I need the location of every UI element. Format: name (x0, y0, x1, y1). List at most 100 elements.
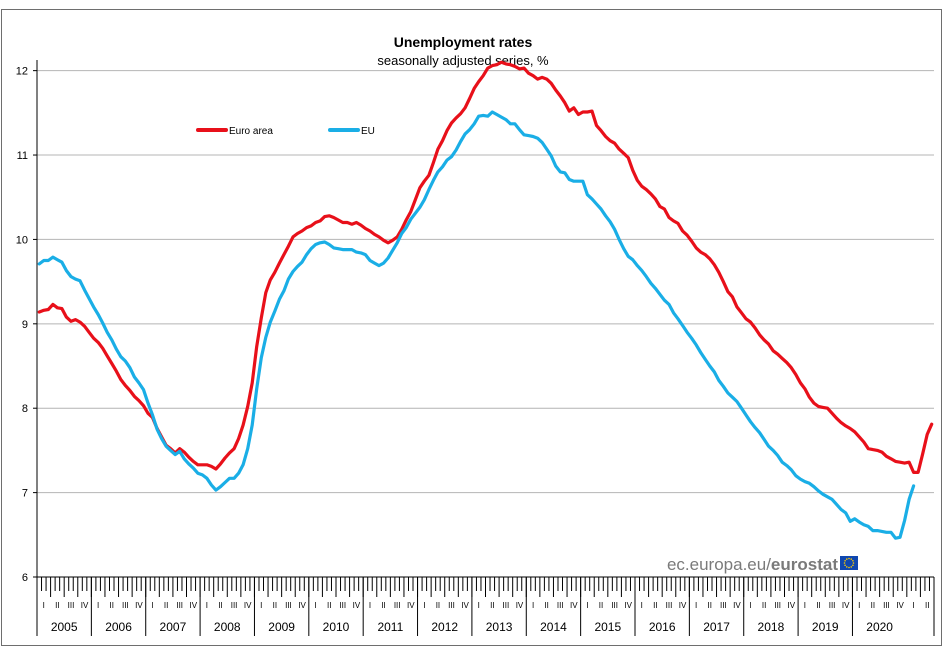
x-quarter-label: IV (788, 601, 796, 610)
legend-label-euro-area: Euro area (229, 126, 273, 137)
chart-subtitle: seasonally adjusted series, % (377, 53, 549, 68)
eu-star (848, 557, 850, 560)
x-quarter-label: II (381, 601, 385, 610)
eu-star (843, 562, 846, 564)
x-quarter-label: III (285, 601, 292, 610)
x-quarter-label: IV (244, 601, 252, 610)
x-quarter-label: II (599, 601, 603, 610)
x-quarter-label: II (218, 601, 222, 610)
x-quarter-label: IV (298, 601, 306, 610)
x-quarter-label: I (369, 601, 371, 610)
x-quarter-label: I (532, 601, 534, 610)
eu-star (844, 564, 846, 567)
y-tick-label: 6 (22, 572, 28, 584)
eu-star (850, 558, 853, 560)
y-tick-label: 10 (16, 234, 28, 246)
x-quarter-label: III (231, 601, 238, 610)
x-quarter-label: III (774, 601, 781, 610)
x-quarter-label: I (695, 601, 697, 610)
eu-star (852, 562, 855, 564)
series-line-eu (37, 110, 916, 540)
x-quarter-label: III (503, 601, 510, 610)
gridlines (37, 70, 934, 494)
x-year-label: 2010 (323, 620, 350, 634)
x-quarter-label: II (544, 601, 548, 610)
x-year-label: 2009 (268, 620, 295, 634)
y-tick-label: 9 (22, 319, 28, 331)
x-quarter-label: IV (842, 601, 850, 610)
x-quarter-label: I (43, 601, 45, 610)
x-quarter-label: III (68, 601, 75, 610)
source-text: ec.europa.eu/eurostat (667, 555, 838, 574)
x-year-label: 2015 (594, 620, 621, 634)
x-quarter-label: IV (407, 601, 415, 610)
x-quarter-label: I (314, 601, 316, 610)
x-quarter-label: II (653, 601, 657, 610)
x-quarter-label: I (97, 601, 99, 610)
series-lines (37, 60, 934, 540)
x-quarter-label: III (339, 601, 346, 610)
x-quarter-label: IV (461, 601, 469, 610)
x-quarter-label: III (122, 601, 129, 610)
x-year-label: 2017 (703, 620, 730, 634)
x-year-label: 2014 (540, 620, 567, 634)
x-quarter-label: II (925, 601, 929, 610)
x-quarter-label: IV (624, 601, 632, 610)
x-quarter-label: I (912, 601, 914, 610)
x-year-label: 2011 (377, 620, 403, 634)
x-year-label: 2007 (160, 620, 187, 634)
x-year-label: 2016 (649, 620, 676, 634)
x-quarter-label: II (490, 601, 494, 610)
eu-stars-icon (843, 557, 855, 569)
eu-star (852, 559, 854, 562)
x-quarter-label: III (720, 601, 727, 610)
x-quarter-label: III (557, 601, 564, 610)
eu-star (845, 566, 848, 568)
x-quarter-label: II (55, 601, 59, 610)
eu-star (845, 558, 848, 560)
x-quarter-label: IV (679, 601, 687, 610)
legend: Euro area EU (196, 126, 375, 137)
x-year-label: 2013 (486, 620, 513, 634)
chart-title: Unemployment rates (394, 34, 533, 50)
legend-label-eu: EU (361, 126, 375, 137)
x-quarter-label: IV (135, 601, 143, 610)
x-quarter-label: I (804, 601, 806, 610)
x-quarter-label: I (206, 601, 208, 610)
x-year-label: 2008 (214, 620, 241, 634)
x-quarter-label: I (586, 601, 588, 610)
x-quarter-label: I (423, 601, 425, 610)
x-quarter-label: I (641, 601, 643, 610)
y-tick-label: 11 (17, 150, 28, 162)
chart-frame (1, 9, 942, 646)
y-axis: 6 7 8 9 10 11 12 (16, 60, 38, 584)
x-quarter-label: II (762, 601, 766, 610)
x-quarter-label: II (436, 601, 440, 610)
eu-star (844, 559, 846, 562)
source-logo: ec.europa.eu/eurostat (667, 555, 858, 574)
x-quarter-label: II (273, 601, 277, 610)
y-tick-label: 8 (22, 403, 28, 415)
x-quarter-label: IV (896, 601, 904, 610)
x-quarter-label: III (611, 601, 618, 610)
source-text-light: ec.europa.eu/ (667, 555, 771, 574)
x-quarter-label: II (110, 601, 114, 610)
x-quarter-label: I (151, 601, 153, 610)
x-quarter-label: IV (353, 601, 361, 610)
x-quarter-label: IV (570, 601, 578, 610)
x-quarter-label: IV (733, 601, 741, 610)
eu-star (848, 566, 850, 569)
x-quarter-label: I (260, 601, 262, 610)
x-year-label: 2012 (431, 620, 458, 634)
x-quarter-label: II (871, 601, 875, 610)
x-axis: I II III IV I II III IV I II III IV I II III IV I II III IV… (36, 576, 935, 636)
x-year-label: 2005 (51, 620, 78, 634)
x-quarter-label: IV (516, 601, 524, 610)
x-quarter-label: III (883, 601, 890, 610)
source-text-bold: eurostat (771, 555, 838, 574)
series-line-euro-area (37, 60, 934, 474)
eu-flag-icon (840, 556, 858, 570)
x-quarter-label: II (708, 601, 712, 610)
eu-star (852, 564, 854, 567)
